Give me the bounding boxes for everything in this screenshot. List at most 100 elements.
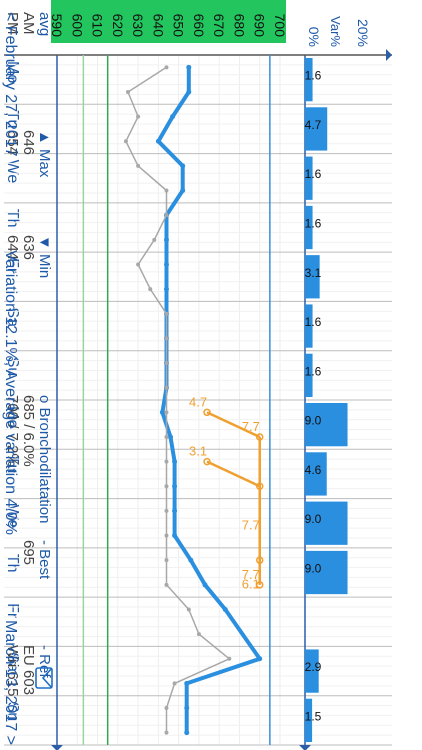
day-label: Su <box>4 702 21 722</box>
var-bar-label: 1.6 <box>305 69 322 83</box>
max-point <box>168 434 174 440</box>
min-point <box>136 163 141 168</box>
value-tick-label: 690 <box>252 14 268 38</box>
day-label: We <box>4 160 21 184</box>
bronch-point <box>203 408 211 417</box>
variation-bars: 20% Var% 0% 1.6 4.7 1.6 1.6 3.1 1.6 1.6 9.0 4.6 9.0 9… <box>304 16 371 743</box>
day-label: We <box>4 505 21 529</box>
var-bar <box>305 304 313 348</box>
min-point <box>164 311 169 316</box>
min-point <box>186 607 191 612</box>
max-point <box>257 656 263 662</box>
max-point <box>186 64 192 70</box>
var-tick-bottom: 0% <box>306 27 322 47</box>
min-point <box>136 262 141 267</box>
var-bar-label: 3.1 <box>305 266 322 280</box>
var-bar <box>305 501 348 545</box>
min-point <box>164 730 169 735</box>
next-date-link[interactable]: March 13, 2017 > <box>2 620 19 745</box>
bronch-label: 6.1 <box>242 577 260 592</box>
bronch-segment <box>206 411 261 439</box>
min-point <box>164 188 169 193</box>
left-axis-arrow <box>386 49 392 61</box>
stats-bronch-cell: 700 / 7.2% <box>4 395 21 467</box>
max-point <box>159 409 165 415</box>
var-bar <box>304 698 313 743</box>
var-bar-label: 2.9 <box>305 660 322 674</box>
max-point <box>172 533 178 539</box>
stats-min-cell: 636 <box>20 235 37 260</box>
var-bar <box>305 353 313 398</box>
day-label: Su <box>4 357 21 377</box>
bronch-point <box>255 581 264 589</box>
max-point <box>172 483 178 489</box>
max-point <box>186 89 192 95</box>
var-bar <box>305 58 313 102</box>
max-point <box>184 680 190 686</box>
bronch-label: 7.7 <box>242 567 260 582</box>
min-point <box>164 533 169 538</box>
var-bar-label: 1.6 <box>305 364 322 378</box>
max-point <box>188 557 194 563</box>
value-tick-label: 680 <box>231 14 247 38</box>
max-point <box>163 237 169 243</box>
var-bar <box>305 550 348 595</box>
max-point <box>170 114 176 120</box>
var-bar-label: 9.0 <box>305 414 322 428</box>
bronch-point <box>255 433 264 441</box>
prev-date-link[interactable]: < February 27, 2017 <box>2 12 19 157</box>
series <box>123 64 264 736</box>
min-point <box>136 114 141 119</box>
min-point <box>164 410 169 415</box>
var-bar <box>305 403 348 447</box>
min-point <box>164 706 169 711</box>
day-label: Th <box>4 554 21 573</box>
var-bar <box>305 156 313 200</box>
min-point <box>125 89 130 94</box>
bronch-point <box>203 457 211 466</box>
bar-axis-arrow <box>299 745 311 750</box>
day-label: Sa <box>4 652 21 672</box>
stats-max-cell: 646 <box>20 130 37 155</box>
min-point <box>164 65 169 70</box>
value-tick-label: 590 <box>49 14 65 38</box>
stats-best-cell: - Best <box>36 540 53 580</box>
min-point <box>148 287 153 292</box>
stats-ref-cell: EU 603 <box>20 645 37 695</box>
bronch-point <box>255 556 264 564</box>
min-point <box>164 336 169 341</box>
stats-min-cell: 644 <box>4 235 21 260</box>
min-point <box>164 582 169 587</box>
stats-bronch-cell: o Bronchodilatation <box>36 395 53 523</box>
day-label: Mo <box>4 406 21 428</box>
value-tick-label: 620 <box>110 14 126 38</box>
var-bar-label: 9.0 <box>305 512 322 526</box>
min-point <box>123 139 128 144</box>
stats-ref-cell: - Ref <box>36 645 53 678</box>
max-point <box>163 261 169 267</box>
value-tick-label: 640 <box>150 14 166 38</box>
stats-max-cell: 654 <box>4 130 21 155</box>
day-label: Mo <box>4 61 21 83</box>
footer: < February 27, 2017 Variation 12.1%, Aver… <box>2 12 19 745</box>
min-point <box>164 213 169 218</box>
min-point <box>164 385 169 390</box>
var-bar-label: 1.6 <box>305 217 322 231</box>
share-icon[interactable] <box>35 667 53 689</box>
var-tick-top: 20% <box>355 19 371 47</box>
bronch-segment <box>206 460 261 488</box>
bronch-label: 3.1 <box>189 444 207 459</box>
main-axis-arrow <box>51 745 63 750</box>
stats-min-cell: ▼ Min <box>36 235 53 278</box>
min-point <box>164 558 169 563</box>
value-tick-label: 660 <box>191 14 207 38</box>
max-point <box>184 730 190 736</box>
bronch-point <box>255 482 264 490</box>
value-axis-band <box>51 0 286 43</box>
max-point <box>180 188 186 194</box>
day-label: Sa <box>4 307 21 327</box>
stats-label-cell: AM <box>20 12 37 35</box>
stats-label-cell: avg <box>36 12 53 36</box>
